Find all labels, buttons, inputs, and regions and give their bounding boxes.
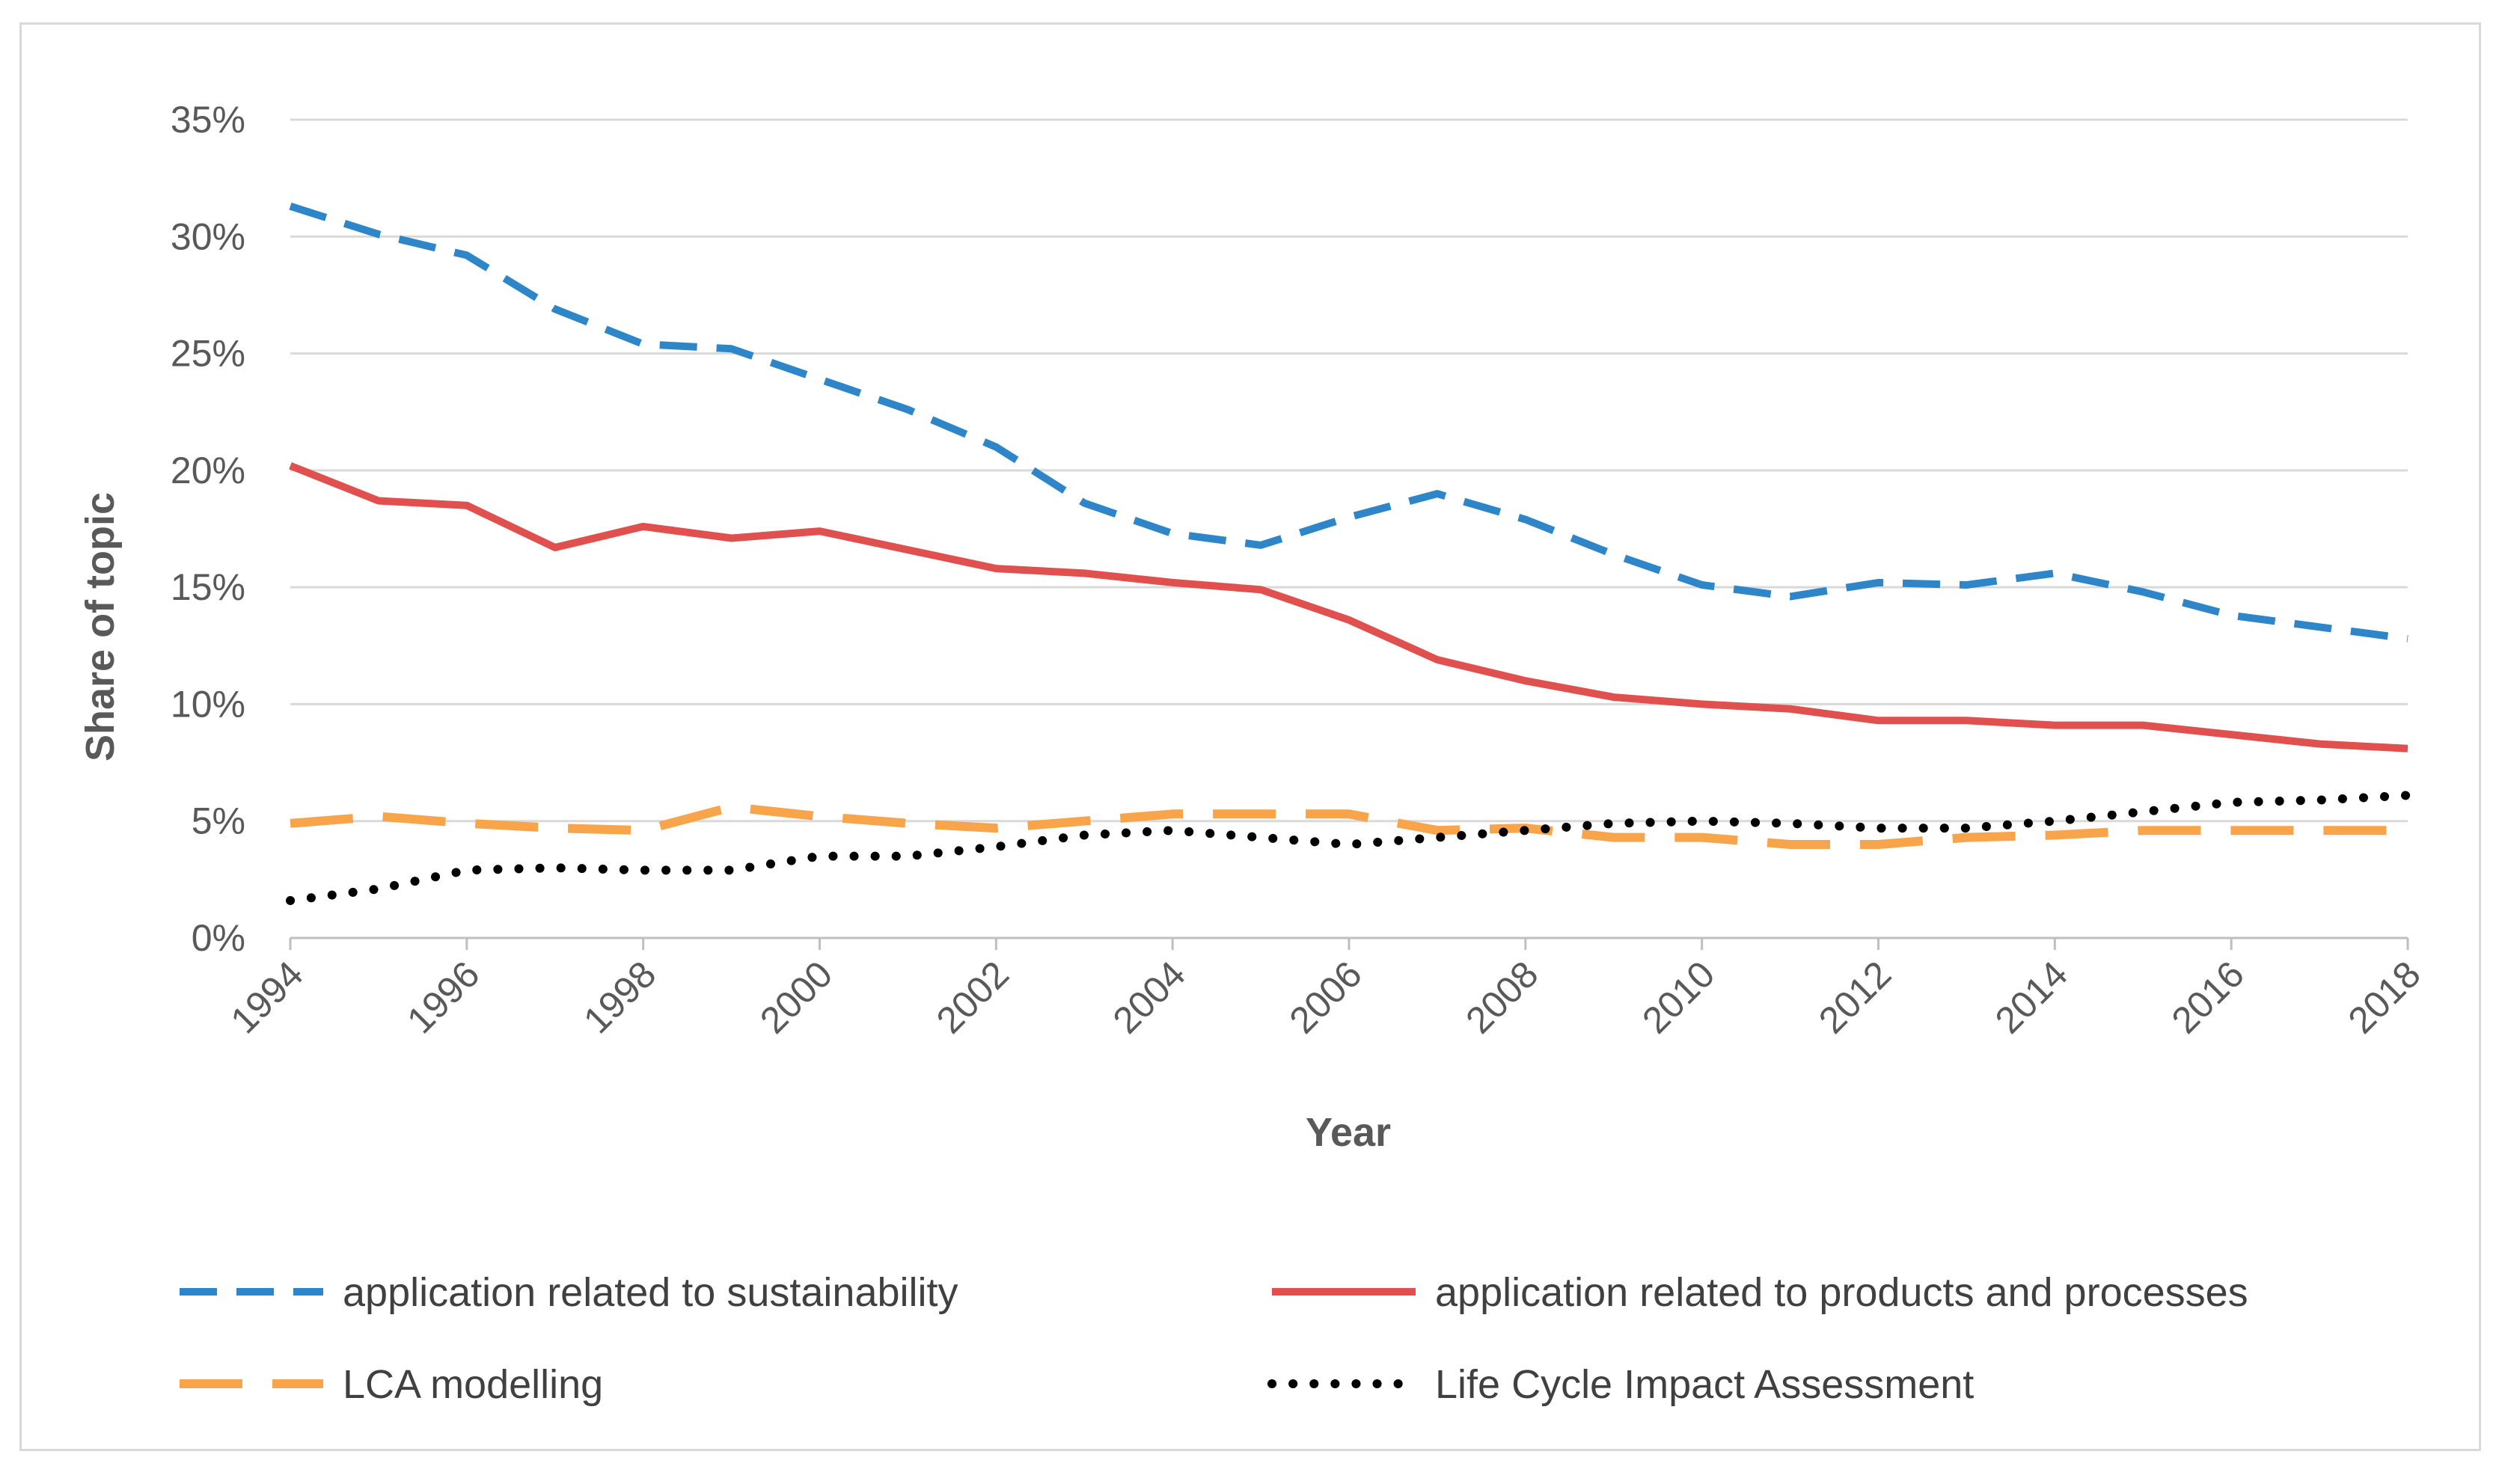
y-tick-label: 25%	[171, 333, 245, 375]
y-tick-label: 10%	[171, 683, 245, 725]
x-tick-label: 2018	[2340, 953, 2429, 1041]
series-line-1	[289, 462, 2408, 752]
x-tick-label: 2002	[929, 953, 1017, 1041]
x-tick-label: 2016	[2164, 953, 2252, 1041]
y-tick-label: 30%	[171, 215, 245, 257]
x-tick-label: 2008	[1458, 953, 1546, 1041]
y-axis-ticks: 0% 5% 10% 15% 20% 25% 30% 35%	[171, 99, 245, 959]
x-axis: 1994 1996 1998 2000 2002 2004 2006 2008 2010 2012…	[223, 936, 2429, 1041]
legend-label-1: application related to products and proc…	[1435, 1270, 2248, 1315]
series-lines	[286, 202, 2412, 905]
series-line-2	[290, 803, 2408, 849]
x-tick-label: 1996	[399, 953, 487, 1041]
legend: application related to sustainability app…	[180, 1270, 2248, 1407]
series-line-0	[289, 202, 2408, 643]
y-tick-label: 35%	[171, 99, 245, 141]
x-tick-label: 2000	[752, 953, 840, 1041]
x-axis-title: Year	[1306, 1110, 1391, 1155]
chart-frame	[19, 22, 2481, 1451]
legend-label-2: LCA modelling	[343, 1362, 603, 1407]
y-tick-label: 20%	[171, 450, 245, 491]
legend-label-3: Life Cycle Impact Assessment	[1435, 1362, 1974, 1407]
y-tick-label: 15%	[171, 566, 245, 608]
y-tick-label: 5%	[192, 800, 245, 842]
x-tick-label: 1994	[223, 953, 311, 1041]
y-tick-label: 0%	[192, 917, 245, 959]
x-tick-label: 2012	[1811, 953, 1899, 1041]
x-tick-label: 2010	[1634, 953, 1722, 1041]
y-axis-title: Share of topic	[78, 492, 123, 761]
x-tick-label: 1998	[575, 953, 664, 1041]
legend-label-0: application related to sustainability	[343, 1270, 958, 1315]
x-tick-label: 2014	[1987, 953, 2076, 1041]
gridlines	[290, 118, 2408, 823]
series-line-3	[286, 791, 2412, 905]
x-tick-label: 2006	[1282, 953, 1370, 1041]
x-tick-label: 2004	[1105, 953, 1193, 1041]
